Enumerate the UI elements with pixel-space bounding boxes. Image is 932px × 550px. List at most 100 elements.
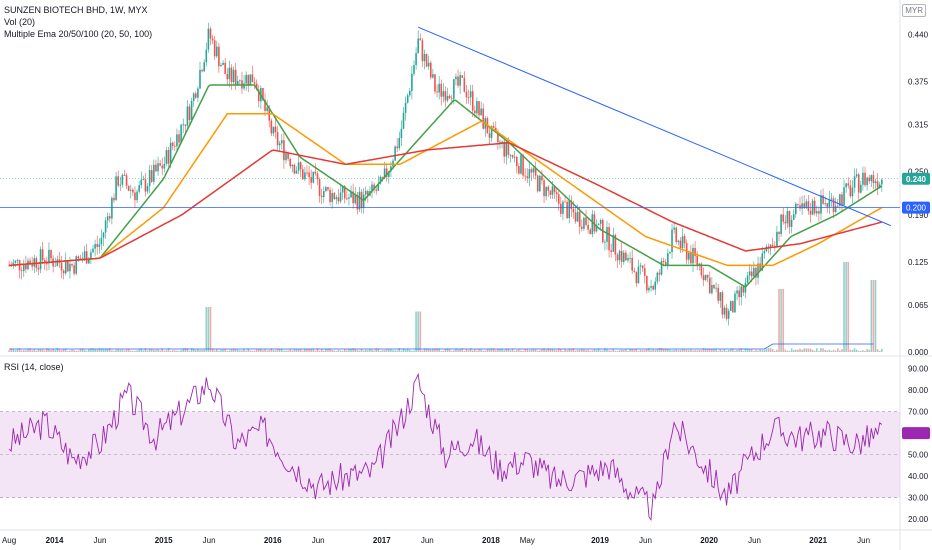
volume-bar bbox=[146, 350, 149, 352]
candle-body bbox=[786, 211, 789, 224]
volume-bar bbox=[188, 350, 191, 352]
candle-body bbox=[717, 287, 719, 301]
candle-body bbox=[830, 198, 833, 200]
volume-bar bbox=[805, 348, 808, 352]
volume-bar bbox=[702, 348, 705, 352]
volume-bar bbox=[878, 350, 881, 352]
candle-body bbox=[25, 264, 27, 270]
volume-bar bbox=[484, 350, 487, 352]
volume-bar bbox=[381, 350, 384, 352]
volume-bar bbox=[671, 350, 673, 352]
volume-bar bbox=[153, 349, 155, 352]
time-tick-label: 2020 bbox=[700, 536, 718, 545]
candle-body bbox=[325, 187, 327, 192]
candle-body bbox=[429, 62, 432, 78]
volume-bar bbox=[291, 350, 294, 352]
candle-body bbox=[610, 250, 612, 252]
candle-body bbox=[243, 83, 245, 89]
volume-bar bbox=[765, 348, 768, 352]
volume-bar bbox=[717, 350, 719, 352]
candle-body bbox=[736, 290, 738, 294]
candle-body bbox=[400, 128, 403, 138]
candle-body bbox=[612, 234, 615, 252]
volume-bar bbox=[106, 348, 109, 352]
candle-body bbox=[356, 194, 359, 210]
candle-body bbox=[436, 91, 438, 93]
candle-body bbox=[104, 220, 107, 233]
volume-bar bbox=[566, 350, 568, 352]
volume-bar bbox=[123, 350, 126, 352]
candle-body bbox=[784, 221, 787, 224]
ema-label: Multiple Ema 20/50/100 (20, 50, 100) bbox=[4, 29, 153, 39]
volume-bar bbox=[12, 348, 15, 352]
volume-bar bbox=[37, 349, 40, 352]
candle-body bbox=[385, 168, 388, 177]
candle-body bbox=[711, 285, 713, 294]
volume-bar bbox=[461, 348, 464, 352]
legend: SUNZEN BIOTECH BHD, 1W, MYX Vol (20) Mul… bbox=[4, 4, 152, 40]
candle-body bbox=[589, 229, 592, 235]
volume-bar bbox=[706, 348, 709, 352]
candle-body bbox=[255, 83, 258, 90]
candle-body bbox=[306, 172, 308, 174]
candle-body bbox=[581, 226, 583, 229]
candle-body bbox=[820, 195, 822, 214]
volume-bar bbox=[604, 348, 606, 352]
candle-body bbox=[727, 310, 730, 319]
candle-body bbox=[432, 74, 434, 78]
volume-bar bbox=[681, 349, 684, 352]
volume-bar bbox=[744, 348, 747, 352]
candle-body bbox=[195, 93, 197, 98]
candle-body bbox=[224, 62, 226, 74]
volume-bar bbox=[587, 349, 589, 352]
candle-body bbox=[515, 157, 518, 167]
volume-bar bbox=[268, 349, 271, 352]
candle-body bbox=[316, 173, 319, 180]
candle-body bbox=[545, 186, 547, 197]
volume-bar bbox=[799, 348, 801, 352]
volume-bar bbox=[635, 348, 638, 352]
volume-bar bbox=[476, 350, 478, 352]
volume-bar bbox=[104, 348, 107, 352]
candle-body bbox=[757, 263, 759, 278]
volume-bar bbox=[178, 350, 180, 352]
volume-bar bbox=[274, 350, 277, 352]
volume-bar bbox=[855, 349, 858, 352]
candle-body bbox=[180, 124, 182, 143]
candle-body bbox=[358, 191, 361, 210]
volume-bar bbox=[308, 348, 310, 352]
volume-bar bbox=[719, 349, 722, 352]
candle-body bbox=[31, 264, 33, 267]
currency-badge[interactable]: MYR bbox=[902, 4, 926, 17]
volume-bar bbox=[522, 350, 524, 352]
candle-body bbox=[111, 197, 113, 219]
candle-body bbox=[660, 260, 663, 275]
volume-bar bbox=[434, 348, 436, 352]
candle-body bbox=[33, 258, 36, 267]
candle-body bbox=[557, 194, 560, 204]
candle-body bbox=[874, 181, 877, 184]
candle-body bbox=[753, 267, 755, 277]
candle-body bbox=[566, 202, 568, 219]
candle-body bbox=[304, 172, 306, 180]
candle-body bbox=[127, 185, 130, 191]
candle-body bbox=[503, 141, 505, 157]
volume-bar bbox=[14, 350, 17, 352]
volume-bar bbox=[488, 349, 491, 352]
volume-bar bbox=[444, 349, 447, 352]
volume-bar bbox=[350, 348, 352, 352]
volume-bar bbox=[463, 350, 466, 352]
candle-body bbox=[641, 265, 644, 269]
candle-body bbox=[297, 162, 300, 171]
volume-bar bbox=[578, 349, 581, 352]
volume-bar bbox=[639, 349, 642, 352]
candle-body bbox=[748, 271, 751, 276]
volume-bar bbox=[652, 349, 654, 352]
candle-body bbox=[367, 191, 369, 196]
volume-bar bbox=[413, 350, 415, 352]
volume-bar bbox=[769, 348, 772, 352]
candle-body bbox=[522, 155, 524, 176]
candle-body bbox=[295, 170, 298, 174]
candle-body bbox=[507, 141, 510, 155]
